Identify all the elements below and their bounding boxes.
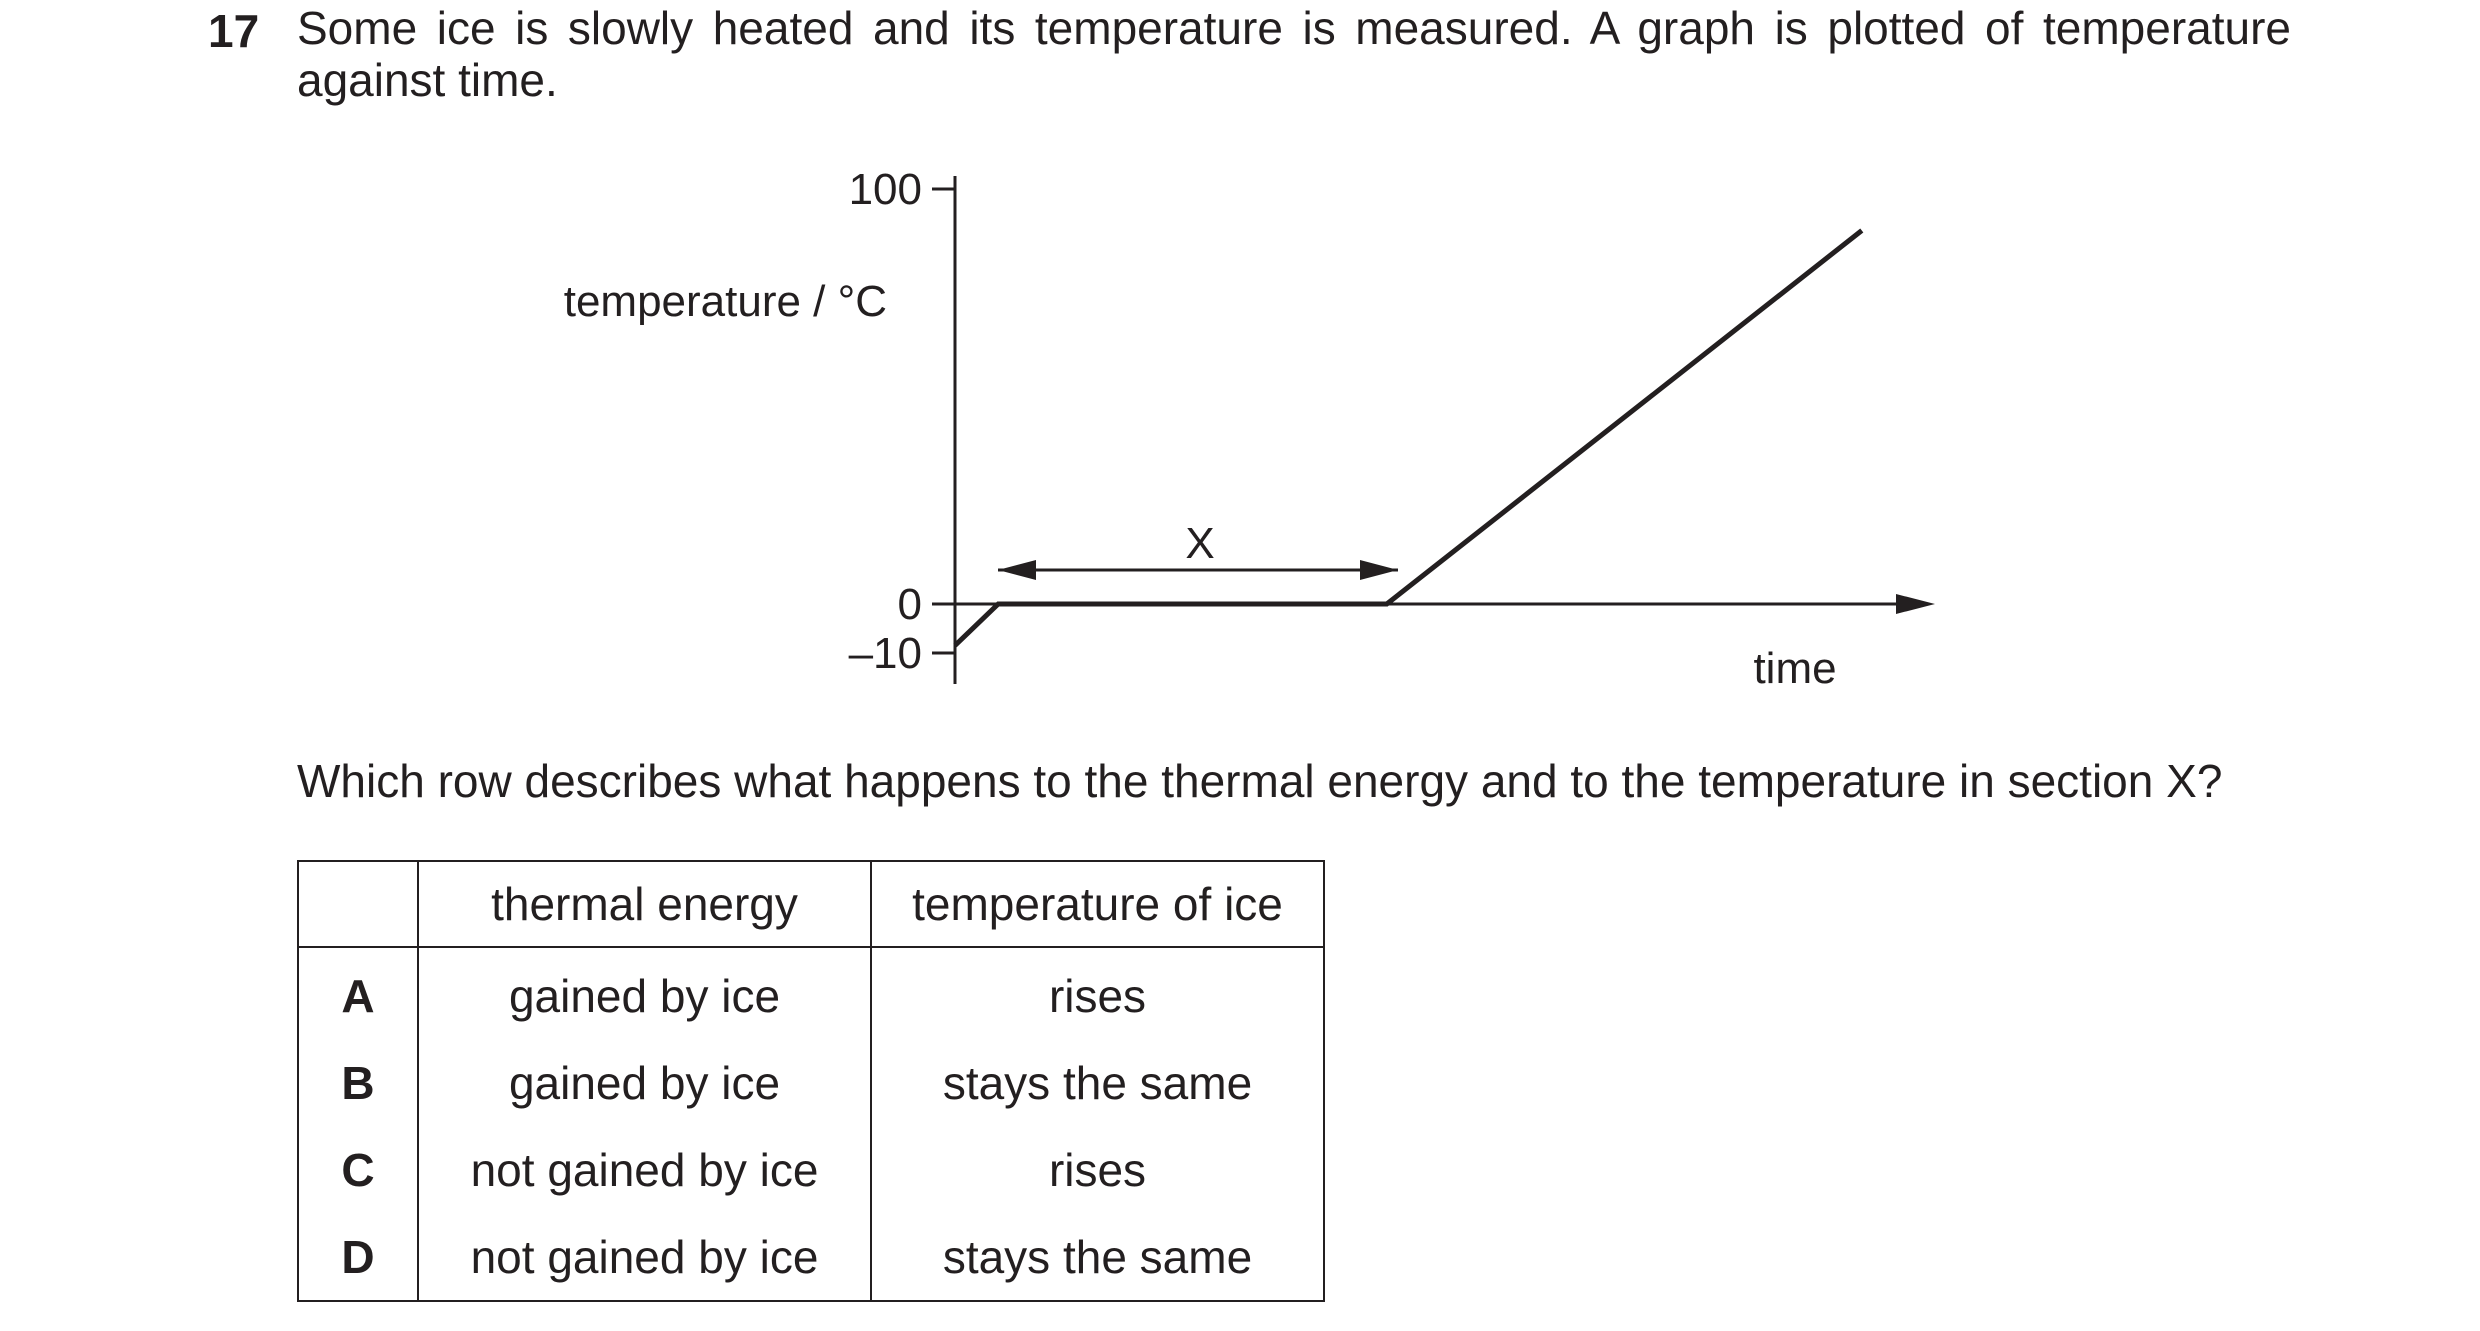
header-thermal-energy: thermal energy: [417, 860, 872, 948]
table-row: B gained by ice stays the same: [297, 1039, 1325, 1126]
header-temperature: temperature of ice: [870, 860, 1325, 948]
option-letter: A: [297, 947, 419, 1039]
y-tick-label-100: 100: [849, 165, 922, 214]
option-letter: B: [297, 1039, 419, 1126]
y-tick-label-minus-10: –10: [849, 629, 922, 678]
y-tick-label-0: 0: [898, 580, 922, 629]
question-prompt: Which row describes what happens to the …: [297, 755, 2223, 807]
temperature-time-graph: 100 0 –10 temperature / °C time X: [564, 165, 1935, 693]
option-letter: D: [297, 1213, 419, 1302]
x-axis-arrow: [1896, 594, 1935, 614]
table-row: C not gained by ice rises: [297, 1126, 1325, 1213]
question-number: 17: [208, 5, 260, 57]
option-thermal-energy: not gained by ice: [417, 1126, 872, 1213]
section-x-arrowhead-right: [1360, 560, 1398, 580]
option-temperature: stays the same: [870, 1039, 1325, 1126]
option-thermal-energy: gained by ice: [417, 947, 872, 1039]
table-header-row: thermal energy temperature of ice: [297, 860, 1325, 948]
answer-table: thermal energy temperature of ice A gain…: [297, 860, 1325, 1302]
option-temperature: rises: [870, 947, 1325, 1039]
header-blank: [297, 860, 419, 948]
section-x-label: X: [1185, 519, 1214, 568]
option-thermal-energy: gained by ice: [417, 1039, 872, 1126]
x-axis-label: time: [1753, 644, 1836, 693]
question-stem: Some ice is slowly heated and its temper…: [297, 2, 2291, 106]
series-line: [953, 228, 1864, 648]
option-letter: C: [297, 1126, 419, 1213]
option-temperature: rises: [870, 1126, 1325, 1213]
table-row: D not gained by ice stays the same: [297, 1213, 1325, 1302]
y-axis-label: temperature / °C: [564, 277, 887, 326]
option-temperature: stays the same: [870, 1213, 1325, 1302]
table-row: A gained by ice rises: [297, 947, 1325, 1039]
option-thermal-energy: not gained by ice: [417, 1213, 872, 1302]
section-x-arrowhead-left: [998, 560, 1036, 580]
